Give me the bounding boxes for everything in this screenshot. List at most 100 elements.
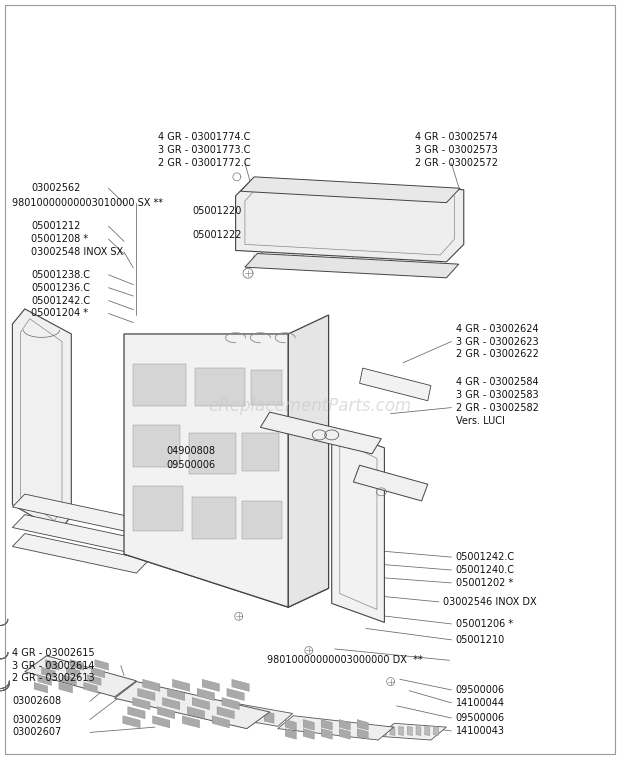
Text: 05001236.C: 05001236.C	[31, 282, 90, 293]
Text: 03002562: 03002562	[31, 183, 81, 194]
Text: 03002608: 03002608	[12, 696, 61, 707]
Polygon shape	[260, 412, 381, 454]
Text: 14100044: 14100044	[456, 698, 505, 708]
Polygon shape	[217, 707, 234, 719]
Bar	[133, 486, 183, 531]
Text: 09500006: 09500006	[456, 713, 505, 723]
Polygon shape	[197, 688, 215, 701]
Polygon shape	[95, 660, 108, 670]
Bar	[133, 364, 186, 406]
Polygon shape	[124, 535, 329, 607]
Polygon shape	[303, 729, 314, 739]
Bar	[195, 368, 245, 406]
Text: 05001240.C: 05001240.C	[456, 565, 515, 575]
Polygon shape	[12, 309, 71, 531]
Polygon shape	[153, 716, 170, 728]
Text: 4 GR - 03001774.C: 4 GR - 03001774.C	[158, 132, 250, 143]
Text: 98010000000003010000 SX **: 98010000000003010000 SX **	[12, 198, 164, 209]
Text: 2 GR - 03002613: 2 GR - 03002613	[12, 672, 95, 683]
Text: 05001242.C: 05001242.C	[456, 552, 515, 562]
Polygon shape	[182, 716, 200, 728]
Text: 3 GR - 03001773.C: 3 GR - 03001773.C	[158, 145, 250, 156]
Polygon shape	[12, 534, 149, 573]
Polygon shape	[167, 688, 185, 701]
Text: 2 GR - 03002582: 2 GR - 03002582	[456, 402, 539, 413]
Polygon shape	[245, 254, 459, 278]
Polygon shape	[232, 679, 249, 691]
Text: 4 GR - 03002624: 4 GR - 03002624	[456, 323, 538, 334]
Polygon shape	[390, 726, 395, 735]
Bar	[133, 425, 180, 467]
Text: 3 GR - 03002583: 3 GR - 03002583	[456, 389, 538, 400]
Polygon shape	[25, 656, 136, 697]
Text: 14100043: 14100043	[456, 726, 505, 736]
Polygon shape	[133, 698, 150, 710]
Text: eReplacementParts.com: eReplacementParts.com	[208, 397, 412, 415]
Polygon shape	[202, 679, 219, 691]
Polygon shape	[247, 711, 257, 723]
Polygon shape	[278, 716, 394, 740]
Polygon shape	[84, 682, 97, 693]
Polygon shape	[172, 679, 190, 691]
Text: 4 GR - 03002615: 4 GR - 03002615	[12, 648, 95, 659]
Text: 4 GR - 03002574: 4 GR - 03002574	[415, 132, 498, 143]
Bar	[242, 501, 282, 539]
Polygon shape	[66, 667, 80, 678]
Polygon shape	[357, 720, 368, 730]
Polygon shape	[91, 667, 105, 678]
Polygon shape	[45, 660, 59, 670]
Bar	[189, 433, 236, 474]
Text: 2 GR - 03002572: 2 GR - 03002572	[415, 158, 498, 168]
Polygon shape	[381, 726, 386, 735]
Polygon shape	[399, 726, 404, 735]
Text: Vers. LUCI: Vers. LUCI	[456, 416, 505, 427]
Polygon shape	[222, 698, 239, 710]
Text: 05001208 *: 05001208 *	[31, 234, 88, 244]
Text: 09500006: 09500006	[166, 459, 215, 470]
Polygon shape	[227, 688, 244, 701]
Polygon shape	[42, 667, 55, 678]
Polygon shape	[339, 720, 350, 730]
Polygon shape	[285, 729, 296, 739]
Text: 3 GR - 03002614: 3 GR - 03002614	[12, 660, 95, 671]
Text: 05001238.C: 05001238.C	[31, 269, 90, 280]
Polygon shape	[236, 178, 464, 262]
Polygon shape	[212, 716, 229, 728]
Polygon shape	[360, 368, 431, 401]
Bar	[251, 370, 282, 405]
Polygon shape	[12, 494, 149, 534]
Text: 03002607: 03002607	[12, 727, 61, 738]
Text: 05001212: 05001212	[31, 221, 81, 231]
Polygon shape	[212, 711, 222, 723]
Polygon shape	[303, 720, 314, 730]
Polygon shape	[70, 660, 84, 670]
Text: 03002546 INOX DX: 03002546 INOX DX	[443, 597, 537, 607]
Text: 05001222: 05001222	[192, 230, 242, 241]
Polygon shape	[378, 723, 446, 740]
Polygon shape	[425, 726, 430, 735]
Polygon shape	[192, 698, 210, 710]
Polygon shape	[143, 679, 160, 691]
Polygon shape	[187, 707, 205, 719]
Text: 05001204 *: 05001204 *	[31, 308, 88, 319]
Polygon shape	[353, 465, 428, 501]
Polygon shape	[321, 720, 332, 730]
Polygon shape	[288, 315, 329, 607]
Text: 05001210: 05001210	[456, 635, 505, 645]
Text: 4 GR - 03002584: 4 GR - 03002584	[456, 376, 538, 387]
Polygon shape	[123, 716, 140, 728]
Polygon shape	[205, 701, 293, 726]
Text: 3 GR - 03002573: 3 GR - 03002573	[415, 145, 498, 156]
Text: 03002548 INOX SX: 03002548 INOX SX	[31, 247, 123, 257]
Polygon shape	[229, 711, 239, 723]
Text: 03002609: 03002609	[12, 714, 61, 725]
Polygon shape	[128, 707, 145, 719]
Text: 2 GR - 03001772.C: 2 GR - 03001772.C	[158, 158, 250, 168]
Text: 3 GR - 03002623: 3 GR - 03002623	[456, 336, 538, 347]
Polygon shape	[12, 515, 149, 554]
Polygon shape	[38, 675, 51, 685]
Polygon shape	[115, 682, 270, 729]
Text: 05001242.C: 05001242.C	[31, 295, 90, 306]
Text: 2 GR - 03002622: 2 GR - 03002622	[456, 349, 539, 360]
Polygon shape	[321, 729, 332, 739]
